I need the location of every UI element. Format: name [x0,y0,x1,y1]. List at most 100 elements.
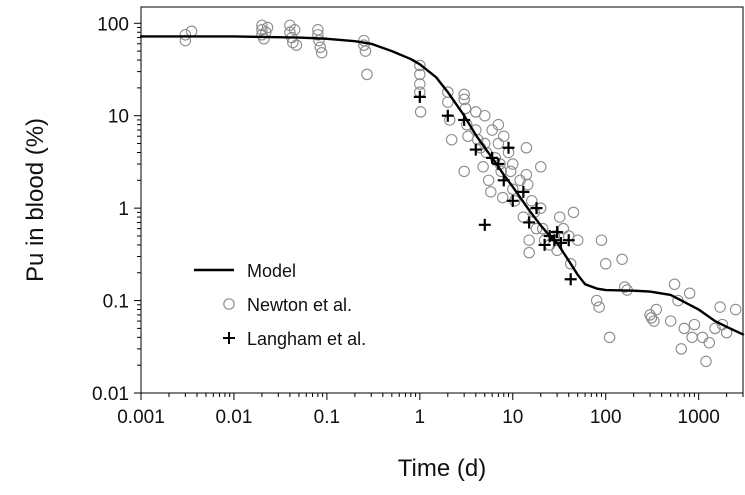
newton-point [495,165,507,178]
newton-point [458,88,470,101]
langham-point [502,141,515,154]
langham-point [492,158,505,171]
newton-point [729,303,742,316]
langham-points [413,90,577,286]
newton-point [442,96,454,108]
newton-point [414,78,426,90]
plot-frame [140,6,744,394]
newton-point [696,331,709,344]
newton-point [477,161,489,173]
newton-point [686,331,698,344]
newton-point [496,191,509,204]
newton-point [517,211,530,223]
newton-point [256,19,268,32]
newton-point [486,124,498,136]
newton-point [564,258,577,270]
newton-point [504,165,517,178]
newton-point [648,315,660,327]
newton-point [479,109,491,122]
langham-point [478,218,491,231]
y-axis-title: Pu in blood (%) [22,118,49,282]
newton-point [683,287,696,300]
newton-point [590,294,603,307]
x-tick-labels: 0.001 0.01 0.1 1 10 100 1000 [117,407,720,428]
legend-newton-swatch [223,298,235,310]
newton-point [492,118,505,131]
newton-point [472,133,484,146]
newton-point [567,206,580,219]
newton-point [507,183,519,196]
x-tick-label: 10 [502,407,523,428]
newton-point [536,222,549,235]
langham-point [554,236,567,249]
legend-model-label: Model [247,261,296,281]
x-tick-label: 1000 [678,407,720,428]
newton-point [700,355,712,368]
newton-point [498,130,510,142]
newton-point [414,59,426,72]
newton-point [185,25,198,37]
axis-ticks [134,22,744,400]
newton-point [485,186,497,198]
newton-point [678,322,691,335]
legend: Model Newton et al. Langham et al. [194,261,366,349]
legend-newton-label: Newton et al. [247,295,352,315]
newton-point [179,29,192,41]
langham-point [458,113,471,126]
newton-point [520,168,533,181]
newton-point [522,178,534,191]
newton-point [668,278,681,291]
y-tick-label: 1 [118,199,129,220]
y-tick-label: 100 [97,14,129,35]
newton-point [599,258,612,270]
x-tick-label: 1 [415,407,426,428]
newton-point [664,315,677,327]
langham-point [486,151,499,164]
newton-point [525,195,538,207]
newton-point [359,45,372,57]
newton-point [290,39,303,51]
x-tick-label: 100 [590,407,622,428]
langham-point [413,90,426,103]
newton-point [288,24,301,36]
newton-point [482,174,495,187]
newton-point [603,331,616,344]
newton-point [650,303,663,316]
legend-langham-label: Langham et al. [247,329,366,349]
newton-point [261,21,274,34]
newton-point [688,318,701,331]
newton-point [703,336,715,349]
langham-point [523,216,536,229]
langham-point [548,234,561,247]
newton-point [414,68,426,81]
newton-point [593,301,605,313]
newton-point [361,68,373,81]
newton-point [315,46,328,59]
newton-point [414,106,427,118]
y-tick-label: 0.1 [103,292,129,313]
newton-point [492,137,505,150]
newton-point [458,93,470,106]
newton-point [530,222,543,235]
newton-point [458,165,470,178]
x-tick-label: 0.001 [117,407,165,428]
newton-point [507,158,519,170]
newton-point [445,133,458,146]
newton-point [709,322,721,335]
newton-point [520,142,533,154]
x-tick-label: 0.1 [314,407,340,428]
model-line [139,35,745,336]
newton-point [553,211,566,223]
newton-point [616,253,628,265]
newton-point [714,301,726,313]
newton-point [514,174,526,187]
langham-point [538,238,551,251]
newton-point [523,234,535,246]
newton-point [313,34,325,47]
y-tick-label: 0.01 [92,384,129,405]
newton-point [523,246,535,259]
langham-point [562,234,575,247]
newton-point [312,29,324,41]
newton-point [258,33,270,45]
langham-point [469,143,482,156]
